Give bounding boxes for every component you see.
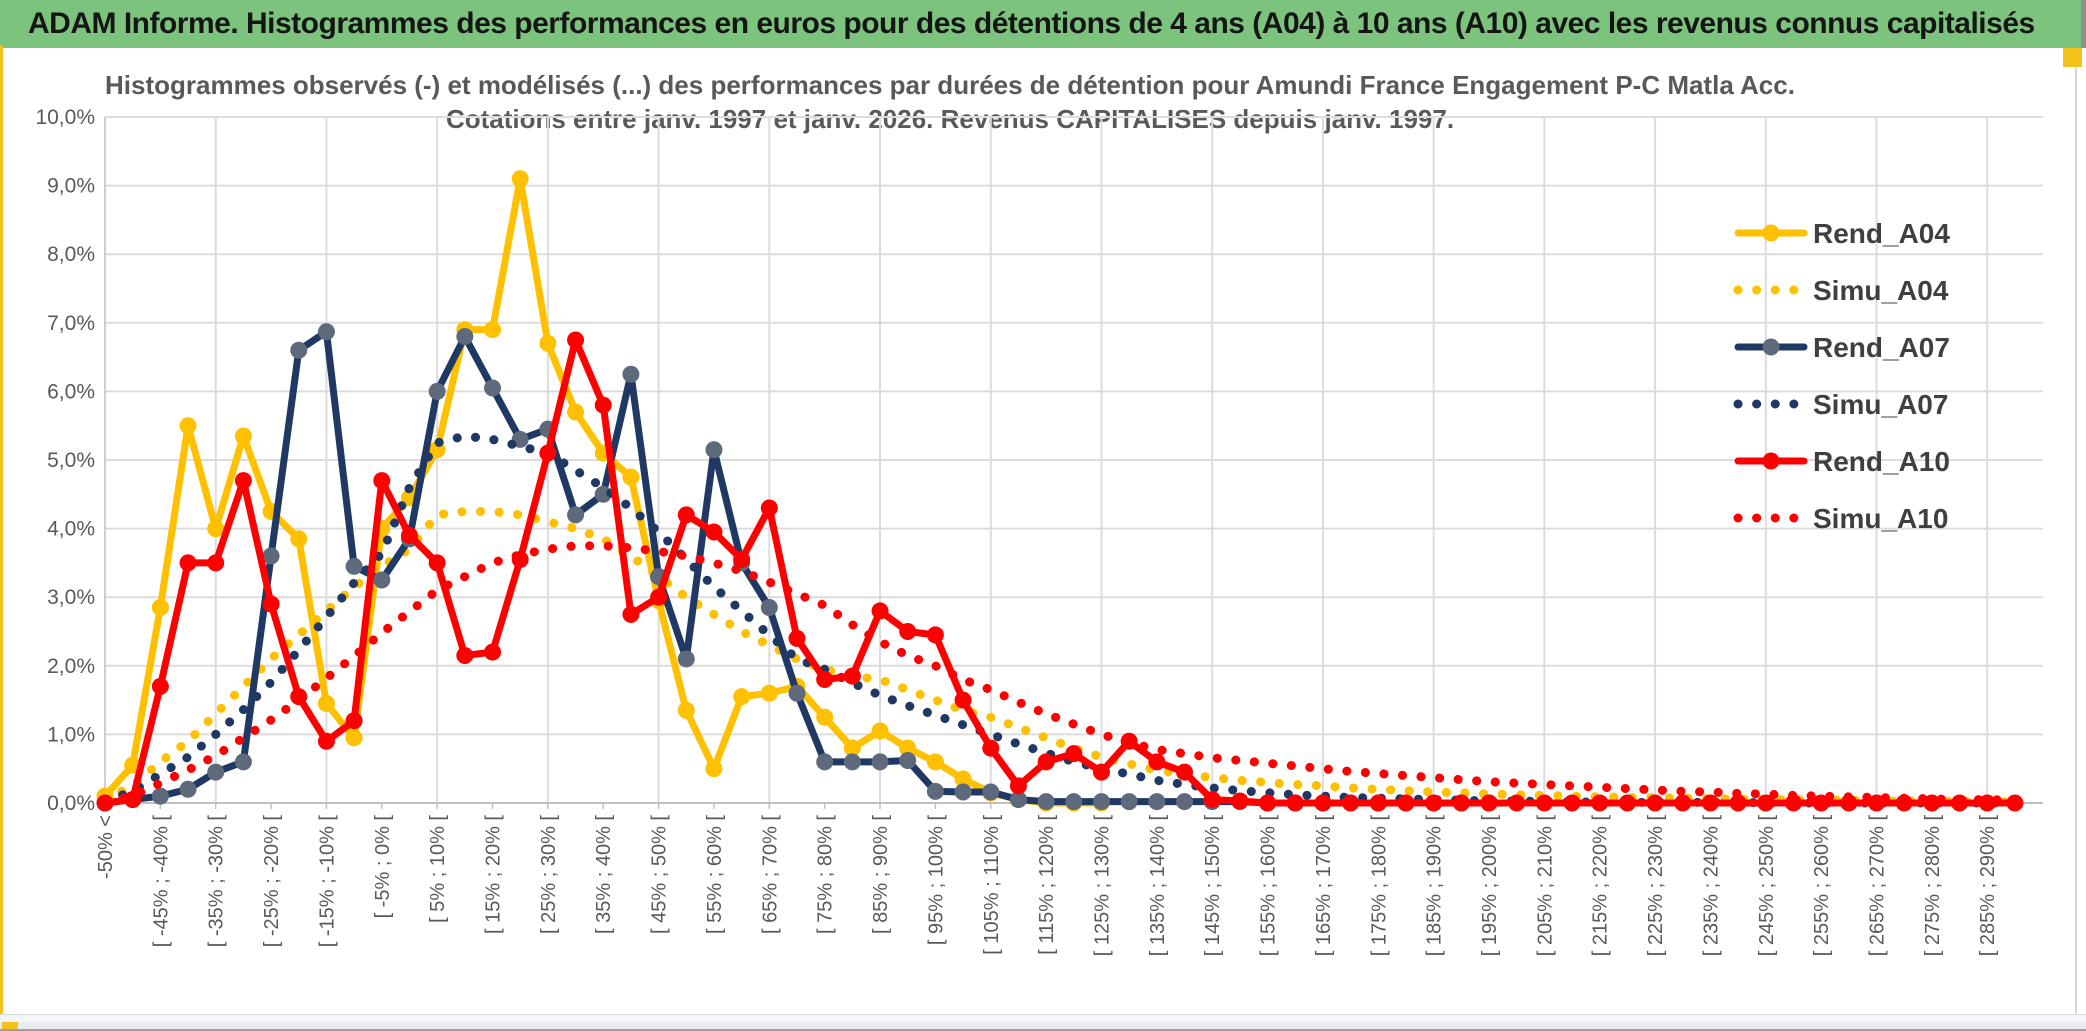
y-tick-label: 0,0% <box>47 792 95 815</box>
y-tick-label: 9,0% <box>47 175 95 198</box>
legend-label: Rend_A04 <box>1813 218 1950 249</box>
chart-title-line2: Cotations entre janv. 1997 et janv. 2026… <box>445 104 1455 134</box>
chart-title-line1: Histogrammes observés (-) et modélisés (… <box>105 70 1795 100</box>
x-tick-label: [ -25% ; -20% [ <box>261 815 283 948</box>
x-tick-label: [ 55% ; 60% [ <box>704 815 726 934</box>
y-tick-label: 4,0% <box>47 518 95 541</box>
x-tick-label: [ -35% ; -30% [ <box>206 815 228 948</box>
x-tick-label: [ 85% ; 90% [ <box>870 815 892 934</box>
title-bar: ADAM Informe. Histogrammes des performan… <box>0 0 2086 48</box>
x-tick-label: [ 285% ; 290% [ <box>1977 815 1999 957</box>
x-tick-label: [ 65% ; 70% [ <box>759 815 781 934</box>
x-tick-label: [ 35% ; 40% [ <box>593 815 615 934</box>
x-tick-label: [ 125% ; 130% [ <box>1091 815 1113 957</box>
x-tick-label: [ 75% ; 80% [ <box>815 815 837 934</box>
series-Rend_A10 <box>96 331 2024 812</box>
legend-label: Rend_A07 <box>1813 332 1950 363</box>
series-Simu_A04 <box>100 506 2020 807</box>
x-tick-label: [ 5% ; 10% [ <box>427 815 449 923</box>
legend-label: Simu_A04 <box>1813 275 1949 306</box>
x-tick-label: [ 225% ; 230% [ <box>1645 815 1667 957</box>
x-tick-label: [ 265% ; 270% [ <box>1867 815 1889 957</box>
x-tick-label: [ 165% ; 170% [ <box>1313 815 1335 957</box>
x-tick-label: [ 215% ; 220% [ <box>1590 815 1612 957</box>
y-tick-label: 3,0% <box>47 586 95 609</box>
window-corner-yellow-bottom-left <box>2 1022 18 1030</box>
x-tick-label: [ 245% ; 250% [ <box>1756 815 1778 957</box>
x-tick-label: [ 275% ; 280% [ <box>1922 815 1944 957</box>
x-tick-label: [ 195% ; 200% [ <box>1479 815 1501 957</box>
legend-label: Simu_A10 <box>1813 503 1948 534</box>
x-tick-label: [ -15% ; -10% [ <box>316 815 338 948</box>
x-tick-label: [ 25% ; 30% [ <box>538 815 560 934</box>
y-tick-label: 2,0% <box>47 655 95 678</box>
page-title: ADAM Informe. Histogrammes des performan… <box>28 7 2035 40</box>
y-tick-label: 5,0% <box>47 449 95 472</box>
y-tick-label: 8,0% <box>47 243 95 266</box>
x-tick-label: [ 15% ; 20% [ <box>483 815 505 934</box>
window-corner-yellow-top-right <box>2063 48 2082 67</box>
y-tick-label: 1,0% <box>47 723 95 746</box>
window-bottom-edge <box>0 1029 2086 1031</box>
x-tick-label: [ 135% ; 140% [ <box>1147 815 1169 957</box>
y-tick-label: 7,0% <box>47 312 95 335</box>
x-tick-label: [ 205% ; 210% [ <box>1534 815 1556 957</box>
x-tick-label: [ 235% ; 240% [ <box>1700 815 1722 957</box>
window-edge-gray <box>2081 0 2086 48</box>
series-Simu_A07 <box>100 431 2020 808</box>
x-tick-label: [ 185% ; 190% [ <box>1424 815 1446 957</box>
legend: Rend_A04 Simu_A04 Rend_A07 Simu_A07 Rend_A10… <box>1733 218 1950 534</box>
x-axis-labels: -50% < [ -45% ; -40% [ [ -35% ; -30% [ [ -2… <box>95 803 1999 956</box>
y-axis-labels: 0,0% 1,0% 2,0% 3,0% 4,0% 5,0% 6,0% 7,0% 8,0% 9,0%… <box>35 106 95 815</box>
x-tick-label: [ 255% ; 260% [ <box>1811 815 1833 957</box>
x-tick-label: [ 145% ; 150% [ <box>1202 815 1224 957</box>
x-tick-label: [ 155% ; 160% [ <box>1258 815 1280 957</box>
window-border-right <box>2075 67 2077 1015</box>
y-tick-label: 6,0% <box>47 380 95 403</box>
x-tick-label: [ 105% ; 110% [ <box>981 815 1003 955</box>
legend-label: Rend_A10 <box>1813 446 1950 477</box>
x-tick-label: [ 115% ; 120% [ <box>1036 815 1058 955</box>
x-tick-label: [ 95% ; 100% [ <box>925 815 947 946</box>
gridlines <box>104 116 2043 804</box>
x-tick-label: -50% < <box>95 815 117 879</box>
series-Simu_A10 <box>100 541 2020 807</box>
x-tick-label: [ -5% ; 0% [ <box>372 815 394 919</box>
x-tick-label: [ -45% ; -40% [ <box>150 815 172 948</box>
x-tick-label: [ 175% ; 180% [ <box>1368 815 1390 957</box>
legend-label: Simu_A07 <box>1813 389 1948 420</box>
x-tick-label: [ 45% ; 50% [ <box>649 815 671 934</box>
statusbar-band <box>0 1014 2086 1022</box>
window-edge-yellow-left <box>0 45 3 1031</box>
scrollbar-band <box>0 1022 2086 1031</box>
y-tick-label: 10,0% <box>35 106 95 129</box>
